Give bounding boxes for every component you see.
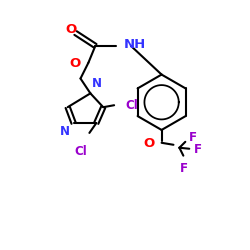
Text: F: F — [180, 162, 188, 174]
Text: O: O — [69, 57, 80, 70]
Text: O: O — [144, 137, 155, 150]
Text: Cl: Cl — [74, 145, 87, 158]
Text: N: N — [60, 125, 70, 138]
Text: O: O — [65, 22, 76, 36]
Text: Cl: Cl — [125, 99, 138, 112]
Text: F: F — [189, 131, 197, 144]
Text: F: F — [194, 143, 202, 156]
Text: NH: NH — [124, 38, 146, 52]
Text: N: N — [92, 78, 102, 90]
